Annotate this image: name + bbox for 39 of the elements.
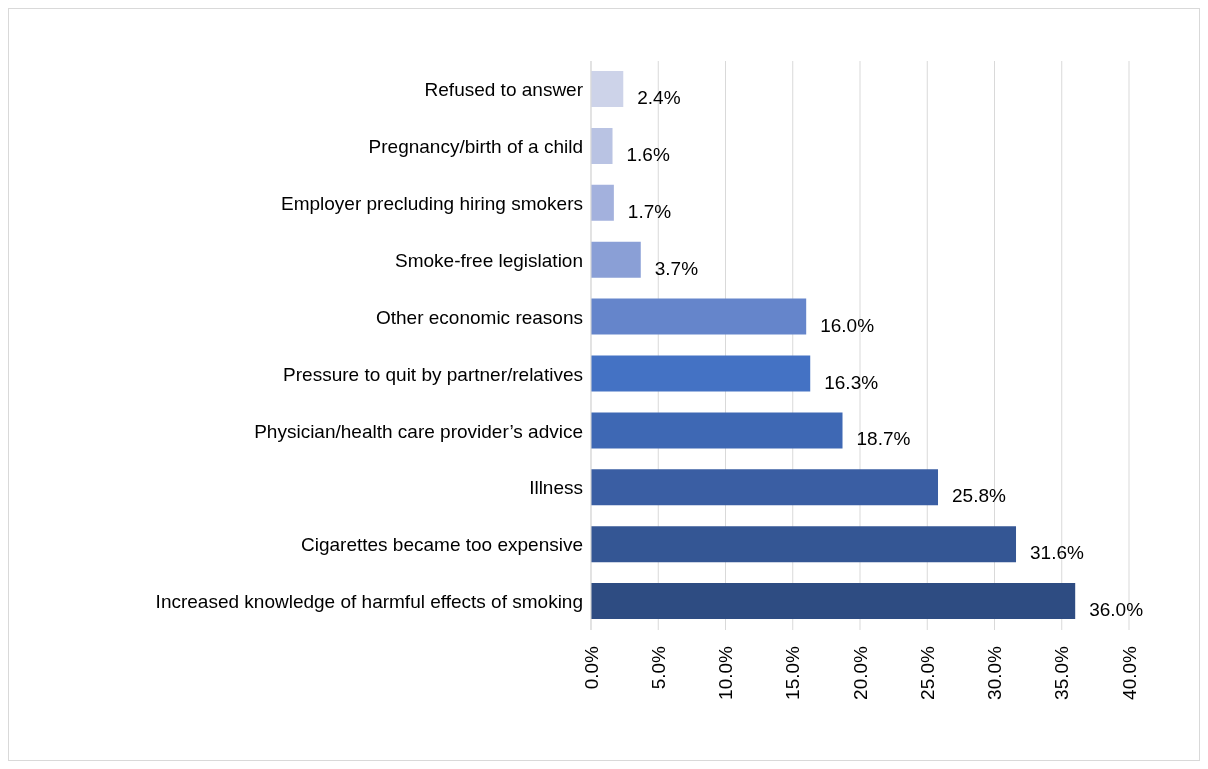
data-label: 1.6% xyxy=(626,143,670,165)
x-tick-label: 10.0% xyxy=(715,645,737,700)
data-label: 3.7% xyxy=(654,257,699,279)
data-label: 18.7% xyxy=(856,428,911,450)
data-label: 1.7% xyxy=(627,200,672,222)
x-tick-label: 5.0% xyxy=(647,645,669,690)
x-tick-label: 40.0% xyxy=(1118,645,1140,700)
data-label: 31.6% xyxy=(1030,542,1084,564)
data-label: 25.8% xyxy=(952,485,1006,507)
bar xyxy=(591,355,811,392)
y-tick-label: Refused to answer xyxy=(424,79,584,101)
data-label: 36.0% xyxy=(1089,599,1144,621)
y-tick-label: Physician/health care provider’s advice xyxy=(254,420,583,442)
bar xyxy=(591,71,624,107)
data-label: 16.3% xyxy=(824,371,879,393)
x-tick-label: 20.0% xyxy=(849,645,871,700)
y-tick-label: Increased knowledge of harmful effects of smoking xyxy=(155,591,583,613)
y-tick-label: Other economic reasons xyxy=(376,306,583,328)
x-tick-label: 25.0% xyxy=(916,645,938,700)
x-tick-label: 30.0% xyxy=(984,645,1006,700)
x-tick-label: 35.0% xyxy=(1051,645,1073,700)
x-tick-label: 0.0% xyxy=(580,645,602,690)
y-tick-label: Pregnancy/birth of a child xyxy=(368,136,583,158)
bar xyxy=(591,298,807,335)
y-tick-label: Employer precluding hiring smokers xyxy=(280,192,583,214)
y-tick-label: Cigarettes became too expensive xyxy=(301,534,583,556)
x-tick-label: 15.0% xyxy=(782,645,804,700)
bar xyxy=(591,127,613,164)
bar xyxy=(591,583,1076,620)
y-tick-label: Smoke-free legislation xyxy=(395,249,583,271)
bar xyxy=(591,241,641,278)
y-tick-label: Pressure to quit by partner/relatives xyxy=(283,363,583,385)
bar xyxy=(591,469,939,506)
bar xyxy=(591,412,843,449)
y-tick-label: Illness xyxy=(529,477,583,499)
data-label: 16.0% xyxy=(820,314,875,336)
bar xyxy=(591,184,614,221)
bar xyxy=(591,526,1017,563)
data-label: 2.4% xyxy=(637,87,681,109)
